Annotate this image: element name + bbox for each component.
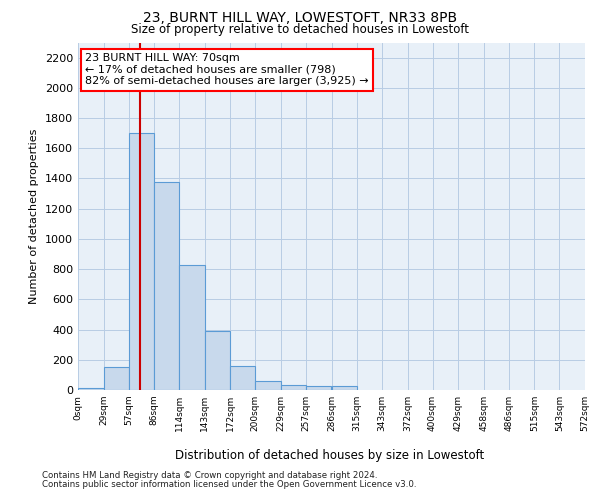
Bar (255, 381, 281, 390)
Text: Contains public sector information licensed under the Open Government Licence v3: Contains public sector information licen… (42, 480, 416, 489)
Text: Size of property relative to detached houses in Lowestoft: Size of property relative to detached ho… (131, 22, 469, 36)
Bar (179, 264, 205, 390)
Bar (306, 386, 331, 390)
Bar (281, 386, 306, 390)
Bar (128, 133, 154, 390)
Bar (230, 366, 255, 390)
Bar (154, 182, 179, 390)
Bar (331, 386, 357, 390)
Text: Distribution of detached houses by size in Lowestoft: Distribution of detached houses by size … (175, 450, 485, 462)
Y-axis label: Number of detached properties: Number of detached properties (29, 128, 40, 304)
Text: 23, BURNT HILL WAY, LOWESTOFT, NR33 8PB: 23, BURNT HILL WAY, LOWESTOFT, NR33 8PB (143, 11, 457, 25)
Text: Contains HM Land Registry data © Crown copyright and database right 2024.: Contains HM Land Registry data © Crown c… (42, 471, 377, 480)
Bar (78, 388, 104, 390)
Text: 23 BURNT HILL WAY: 70sqm
← 17% of detached houses are smaller (798)
82% of semi-: 23 BURNT HILL WAY: 70sqm ← 17% of detach… (85, 53, 369, 86)
Bar (104, 368, 128, 390)
Bar (205, 331, 230, 390)
